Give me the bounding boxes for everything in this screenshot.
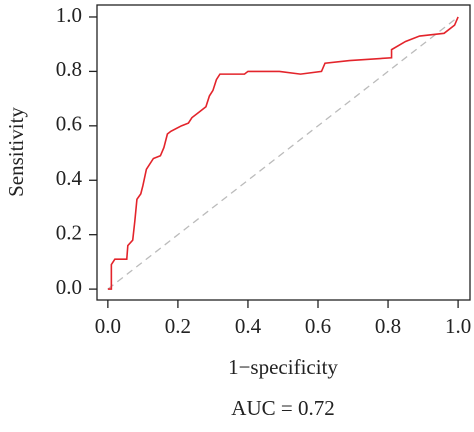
y-tick-label: 0.4 (56, 166, 83, 190)
x-tick-label: 0.4 (235, 314, 262, 338)
reference-diagonal (107, 16, 459, 290)
auc-annotation: AUC = 0.72 (231, 396, 334, 420)
y-tick-label: 0.2 (56, 220, 82, 244)
roc-curve (107, 16, 459, 290)
x-tick-label: 1.0 (445, 314, 471, 338)
x-tick-label: 0.8 (375, 314, 401, 338)
x-tick-label: 0.6 (305, 314, 331, 338)
x-tick-label: 0.2 (165, 314, 191, 338)
y-axis-label: Sensitivity (4, 107, 28, 197)
x-tick-label: 0.0 (95, 314, 121, 338)
y-tick-label: 0.8 (56, 57, 82, 81)
y-tick-label: 0.6 (56, 112, 82, 136)
plot-frame (96, 4, 471, 301)
y-tick-label: 1.0 (56, 3, 82, 27)
y-tick-label: 0.0 (56, 275, 82, 299)
x-axis-label: 1−specificity (228, 355, 338, 379)
